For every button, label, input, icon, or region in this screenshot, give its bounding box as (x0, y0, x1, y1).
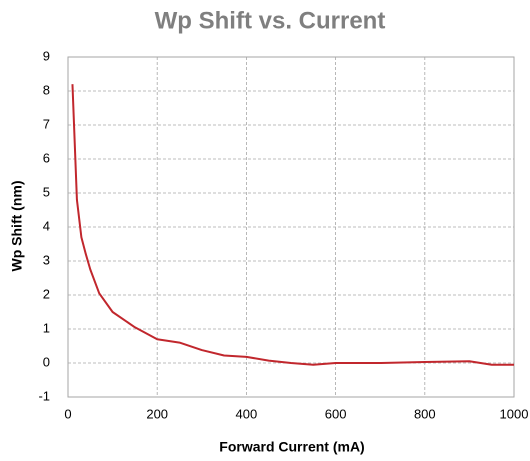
x-tick-label: 1000 (500, 406, 529, 421)
chart-title: Wp Shift vs. Current (155, 7, 386, 34)
y-tick-label: 3 (43, 252, 50, 267)
y-tick-label: -1 (38, 388, 50, 403)
x-axis-label: Forward Current (mA) (219, 439, 364, 455)
y-tick-label: 0 (43, 354, 50, 369)
y-tick-label: 7 (43, 116, 50, 131)
y-tick-label: 8 (43, 82, 50, 97)
y-tick-label: 9 (43, 48, 50, 63)
y-tick-label: 5 (43, 184, 50, 199)
x-tick-label: 0 (64, 406, 71, 421)
x-tick-label: 200 (146, 406, 168, 421)
y-tick-label: 1 (43, 320, 50, 335)
y-tick-label: 2 (43, 286, 50, 301)
x-tick-label: 800 (414, 406, 436, 421)
y-tick-label: 4 (43, 218, 50, 233)
data-line (71, 84, 514, 366)
y-axis-label: Wp Shift (nm) (9, 181, 25, 272)
x-tick-label: 600 (325, 406, 347, 421)
x-tick-label: 400 (236, 406, 258, 421)
plot-border (67, 56, 515, 398)
y-tick-label: 6 (43, 150, 50, 165)
